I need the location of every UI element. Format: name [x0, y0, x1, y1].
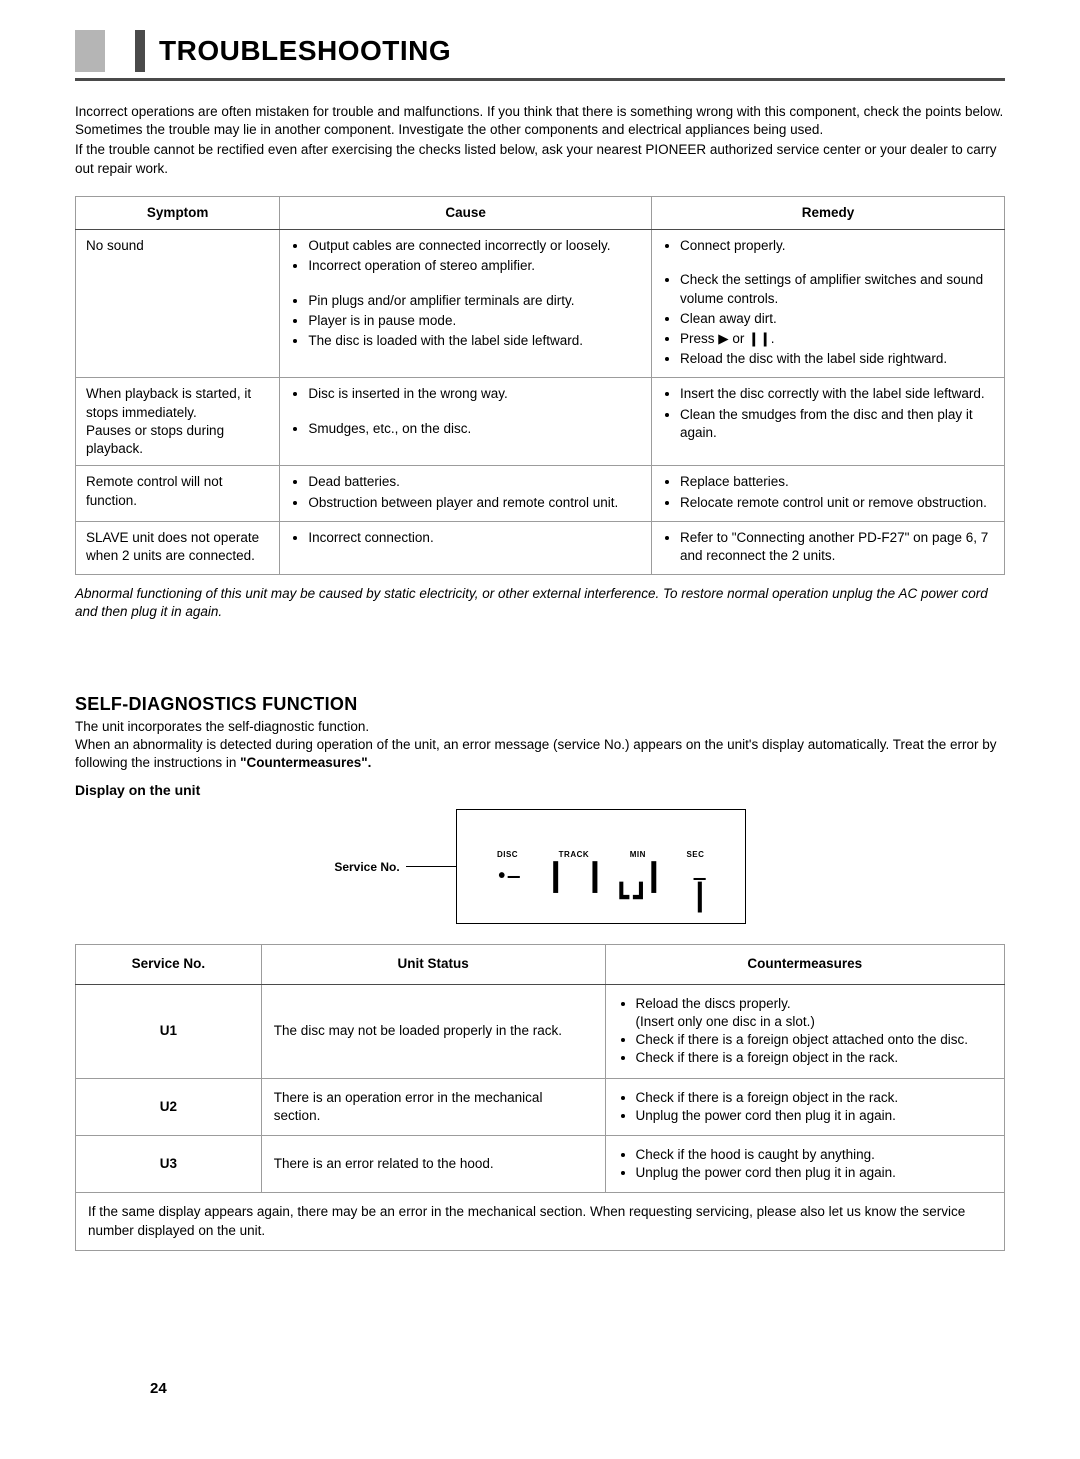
list-item: Check if there is a foreign object attac…: [636, 1031, 992, 1049]
col-remedy: Remedy: [651, 196, 1004, 229]
self-diagnostics-section: SELF-DIAGNOSTICS FUNCTION The unit incor…: [75, 692, 1005, 1251]
disp-disc: DISC: [497, 850, 518, 861]
disp-sec: SEC: [686, 850, 704, 861]
intro-line-1: Incorrect operations are often mistaken …: [75, 103, 1005, 139]
list-item: Press ▶ or ❙❙.: [680, 330, 994, 348]
intro-text: Incorrect operations are often mistaken …: [75, 103, 1005, 178]
symptom-cell: Remote control will not function.: [76, 466, 280, 521]
cause-cell: Dead batteries. Obstruction between playe…: [280, 466, 652, 521]
list-item: Refer to "Connecting another PD-F27" on …: [680, 529, 994, 565]
display-subheading: Display on the unit: [75, 781, 1005, 800]
page-number: 24: [150, 1379, 167, 1399]
symptom-cell: No sound: [76, 230, 280, 378]
col-unit-status: Unit Status: [261, 945, 605, 984]
table-header-row: Symptom Cause Remedy: [76, 196, 1005, 229]
disp-track: TRACK: [559, 850, 590, 861]
list-item: Pin plugs and/or amplifier terminals are…: [308, 292, 641, 310]
list-item: Relocate remote control unit or remove o…: [680, 494, 994, 512]
unit-display-icon: DISC TRACK MIN SEC •—┃ ┃ ┃— ┗┛ ┃: [456, 809, 746, 924]
list-item: Clean the smudges from the disc and then…: [680, 406, 994, 442]
list-item: Check if there is a foreign object in th…: [636, 1089, 992, 1107]
symptom-cell: When playback is started, it stops immed…: [76, 378, 280, 466]
footnote: Abnormal functioning of this unit may be…: [75, 585, 1005, 621]
list-item: Unplug the power cord then plug it in ag…: [636, 1164, 992, 1182]
table2-footer-row: If the same display appears again, there…: [76, 1193, 1005, 1250]
pointer-line: [406, 866, 456, 867]
remedy-cell: Insert the disc correctly with the label…: [651, 378, 1004, 466]
cause-cell: Disc is inserted in the wrong way. Smudge…: [280, 378, 652, 466]
title-rule: [75, 78, 1005, 81]
measures-cell: Check if the hood is caught by anything.…: [605, 1135, 1004, 1192]
status-cell: The disc may not be loaded properly in t…: [261, 984, 605, 1078]
remedy-cell: Replace batteries. Relocate remote contro…: [651, 466, 1004, 521]
list-item: Incorrect connection.: [308, 529, 641, 547]
troubleshooting-table: Symptom Cause Remedy No sound Output cabl…: [75, 196, 1005, 575]
measures-cell: Reload the discs properly. (Insert only …: [605, 984, 1004, 1078]
status-cell: There is an operation error in the mecha…: [261, 1078, 605, 1135]
disp-min: MIN: [630, 850, 646, 861]
page-title: TROUBLESHOOTING: [159, 32, 451, 70]
list-item: Replace batteries.: [680, 473, 994, 491]
list-item: Player is in pause mode.: [308, 312, 641, 330]
remedy-cell: Refer to "Connecting another PD-F27" on …: [651, 521, 1004, 574]
service-no-cell: U1: [76, 984, 262, 1078]
service-no-cell: U3: [76, 1135, 262, 1192]
col-symptom: Symptom: [76, 196, 280, 229]
cause-cell: Output cables are connected incorrectly …: [280, 230, 652, 378]
table-row: No sound Output cables are connected inco…: [76, 230, 1005, 378]
list-item: Unplug the power cord then plug it in ag…: [636, 1107, 992, 1125]
table-row: U1The disc may not be loaded properly in…: [76, 984, 1005, 1078]
list-item: Reload the disc with the label side righ…: [680, 350, 994, 368]
section-p1: The unit incorporates the self-diagnosti…: [75, 718, 1005, 736]
section-p2b: "Countermeasures".: [240, 755, 371, 770]
section-heading: SELF-DIAGNOSTICS FUNCTION: [75, 692, 1005, 716]
table-row: U3There is an error related to the hood.…: [76, 1135, 1005, 1192]
list-item: The disc is loaded with the label side l…: [308, 332, 641, 350]
section-p2: When an abnormality is detected during o…: [75, 736, 1005, 772]
list-item: Smudges, etc., on the disc.: [308, 420, 641, 438]
symptom-cell: SLAVE unit does not operate when 2 units…: [76, 521, 280, 574]
col-countermeasures: Countermeasures: [605, 945, 1004, 984]
status-cell: There is an error related to the hood.: [261, 1135, 605, 1192]
list-item: Output cables are connected incorrectly …: [308, 237, 641, 255]
list-item: Disc is inserted in the wrong way.: [308, 385, 641, 403]
table-row: SLAVE unit does not operate when 2 units…: [76, 521, 1005, 574]
col-cause: Cause: [280, 196, 652, 229]
table2-header-row: Service No. Unit Status Countermeasures: [76, 945, 1005, 984]
section-p2a: When an abnormality is detected during o…: [75, 737, 997, 770]
list-item: Clean away dirt.: [680, 310, 994, 328]
list-item: Check the settings of amplifier switches…: [680, 271, 994, 307]
header: TROUBLESHOOTING: [75, 30, 1005, 72]
service-no-label: Service No.: [334, 859, 399, 875]
col-service-no: Service No.: [76, 945, 262, 984]
diagnostics-table: Service No. Unit Status Countermeasures …: [75, 944, 1005, 1250]
table-row: When playback is started, it stops immed…: [76, 378, 1005, 466]
table2-footer: If the same display appears again, there…: [76, 1193, 1005, 1250]
table-row: Remote control will not function.Dead ba…: [76, 466, 1005, 521]
header-tabs-icon: [75, 30, 145, 72]
list-item: Reload the discs properly. (Insert only …: [636, 995, 992, 1031]
list-item: Check if there is a foreign object in th…: [636, 1049, 992, 1067]
list-item: Insert the disc correctly with the label…: [680, 385, 994, 403]
table-row: U2There is an operation error in the mec…: [76, 1078, 1005, 1135]
remedy-cell: Connect properly. Check the settings of a…: [651, 230, 1004, 378]
list-item: Obstruction between player and remote co…: [308, 494, 641, 512]
measures-cell: Check if there is a foreign object in th…: [605, 1078, 1004, 1135]
intro-line-2: If the trouble cannot be rectified even …: [75, 141, 1005, 177]
list-item: Connect properly.: [680, 237, 994, 255]
cause-cell: Incorrect connection.: [280, 521, 652, 574]
display-diagram: Service No. DISC TRACK MIN SEC •—┃ ┃ ┃— …: [75, 809, 1005, 924]
list-item: Incorrect operation of stereo amplifier.: [308, 257, 641, 275]
list-item: Check if the hood is caught by anything.: [636, 1146, 992, 1164]
service-no-cell: U2: [76, 1078, 262, 1135]
list-item: Dead batteries.: [308, 473, 641, 491]
